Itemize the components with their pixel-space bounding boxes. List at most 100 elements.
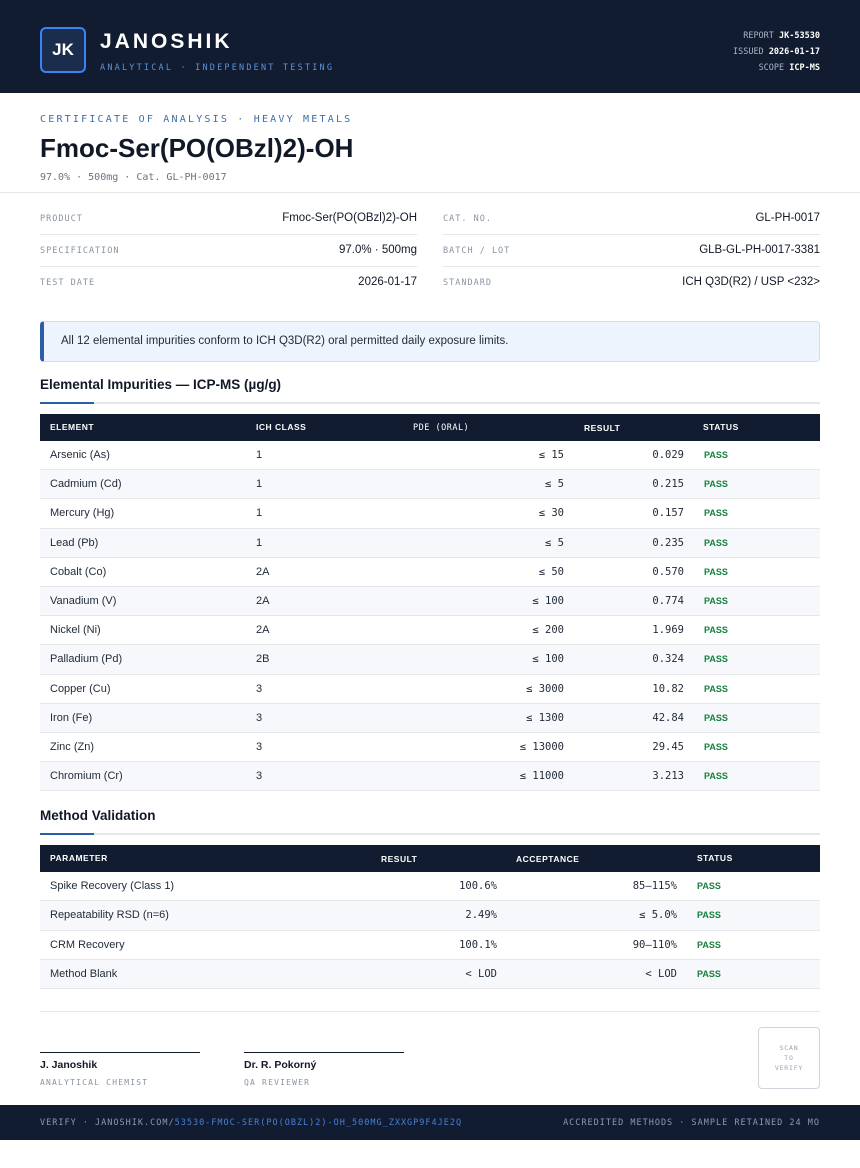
status-badge: PASS xyxy=(704,537,728,548)
result-value: 0.029 xyxy=(652,449,684,461)
validation-result: < LOD xyxy=(465,967,497,980)
info-row: PRODUCT Fmoc-Ser(PO(OBzl)2)-OH xyxy=(40,203,417,235)
scan-text-2: TO xyxy=(784,1054,794,1062)
status-badge: PASS xyxy=(697,939,721,950)
impurities-section-title: Elemental Impurities — ICP-MS (µg/g) xyxy=(40,377,282,392)
table-row: Arsenic (As) 1 ≤ 15 0.029 PASS xyxy=(40,441,820,471)
report-meta: REPORT JK-53530 ISSUED 2026-01-17 SCOPE … xyxy=(733,28,820,76)
col-ich-class: ICH CLASS xyxy=(256,422,307,432)
result-value: 10.82 xyxy=(652,682,684,695)
col-val-result: RESULT xyxy=(381,854,418,864)
ich-class: 3 xyxy=(256,711,263,724)
info-value: Fmoc-Ser(PO(OBzl)2)-OH xyxy=(282,212,417,224)
section-accent xyxy=(40,833,94,835)
conformance-notice: All 12 elemental impurities conform to I… xyxy=(40,321,820,362)
table-row: Vanadium (V) 2A ≤ 100 0.774 PASS xyxy=(40,587,820,617)
element-name: Cobalt (Co) xyxy=(50,565,107,578)
result-value: 1.969 xyxy=(652,624,684,637)
verify-hash[interactable]: 53530-FMOC-SER(PO(OBZL)2)-OH_500MG_ZXXGP… xyxy=(174,1118,463,1128)
pde-limit: ≤ 100 xyxy=(532,595,564,607)
status-badge: PASS xyxy=(704,625,728,636)
result-value: 42.84 xyxy=(652,711,684,724)
page-title: Fmoc-Ser(PO(OBzl)2)-OH xyxy=(40,133,354,163)
ich-class: 1 xyxy=(256,449,263,461)
ich-class: 1 xyxy=(256,478,263,491)
info-row: BATCH / LOT GLB-GL-PH-0017-3381 xyxy=(443,235,820,267)
element-name: Copper (Cu) xyxy=(50,682,111,695)
pde-limit: ≤ 5 xyxy=(545,478,564,491)
element-name: Mercury (Hg) xyxy=(50,507,115,520)
verify-prefix: VERIFY · JANOSHIK.COM/ xyxy=(40,1118,175,1128)
info-value: 2026-01-17 xyxy=(358,276,417,288)
table-row: Mercury (Hg) 1 ≤ 30 0.157 PASS xyxy=(40,499,820,529)
info-label: STANDARD xyxy=(443,278,492,288)
signatory-name-qa: Dr. R. Pokorný xyxy=(244,1059,317,1071)
table-row: Copper (Cu) 3 ≤ 3000 10.82 PASS xyxy=(40,675,820,704)
info-label: SPECIFICATION xyxy=(40,246,120,256)
validation-section-rule xyxy=(40,833,820,835)
pde-limit: ≤ 13000 xyxy=(519,741,564,753)
report-id: JK-53530 xyxy=(779,31,820,41)
validation-section-title: Method Validation xyxy=(40,808,156,823)
result-value: 0.235 xyxy=(652,536,684,549)
report-id-line: REPORT JK-53530 xyxy=(743,31,820,41)
impurities-table-header: ELEMENT ICH CLASS PDE (ORAL) RESULT STAT… xyxy=(40,414,820,441)
validation-result: 2.49% xyxy=(465,909,497,922)
report-footer: VERIFY · JANOSHIK.COM/53530-FMOC-SER(PO(… xyxy=(0,1105,860,1140)
acceptance-range: < LOD xyxy=(645,967,677,980)
table-row: Iron (Fe) 3 ≤ 1300 42.84 PASS xyxy=(40,703,820,733)
verify-link[interactable]: VERIFY · JANOSHIK.COM/53530-FMOC-SER(PO(… xyxy=(40,1118,462,1128)
element-name: Zinc (Zn) xyxy=(50,741,94,753)
result-value: 0.570 xyxy=(652,565,684,578)
certificate-kicker: CERTIFICATE OF ANALYSIS · HEAVY METALS xyxy=(40,114,353,125)
scope-value: ICP-MS xyxy=(789,63,820,73)
info-row: STANDARD ICH Q3D(R2) / USP <232> xyxy=(443,267,820,299)
table-row: Cadmium (Cd) 1 ≤ 5 0.215 PASS xyxy=(40,470,820,500)
acceptance-range: 85–115% xyxy=(632,880,677,892)
status-badge: PASS xyxy=(697,968,721,979)
scan-text-3: VERIFY xyxy=(774,1064,804,1072)
table-row: Nickel (Ni) 2A ≤ 200 1.969 PASS xyxy=(40,616,820,646)
table-row: Zinc (Zn) 3 ≤ 13000 29.45 PASS xyxy=(40,733,820,763)
element-name: Chromium (Cr) xyxy=(50,770,123,783)
result-value: 0.215 xyxy=(652,478,684,491)
ich-class: 3 xyxy=(256,741,263,753)
product-subline: 97.0% · 500mg · Cat. GL-PH-0017 xyxy=(40,172,227,183)
status-badge: PASS xyxy=(704,742,728,752)
info-label: PRODUCT xyxy=(40,214,83,224)
col-status: STATUS xyxy=(703,422,739,432)
result-value: 0.774 xyxy=(652,595,684,607)
ich-class: 1 xyxy=(256,507,263,520)
ich-class: 2A xyxy=(256,624,270,637)
validation-result: 100.1% xyxy=(459,938,497,951)
pde-limit: ≤ 200 xyxy=(532,624,564,637)
brand-logo: JK xyxy=(40,27,86,73)
element-name: Palladium (Pd) xyxy=(50,653,123,666)
col-result: RESULT xyxy=(584,423,621,433)
info-label: TEST DATE xyxy=(40,278,96,288)
info-row: CAT. NO. GL-PH-0017 xyxy=(443,203,820,235)
status-badge: PASS xyxy=(704,771,728,782)
pde-limit: ≤ 30 xyxy=(538,507,564,520)
scan-to-verify-qr[interactable]: SCAN TO VERIFY xyxy=(758,1027,820,1089)
table-row: Repeatability RSD (n=6) 2.49% ≤ 5.0% PASS xyxy=(40,901,820,931)
issued-line: ISSUED 2026-01-17 xyxy=(732,47,820,57)
signatory-name-chemist: J. Janoshik xyxy=(40,1059,98,1071)
info-row: SPECIFICATION 97.0% · 500mg xyxy=(40,235,417,267)
table-row: Spike Recovery (Class 1) 100.6% 85–115% PAS… xyxy=(40,872,820,902)
scope-line: SCOPE ICP-MS xyxy=(758,63,820,73)
brand-tagline: ANALYTICAL · INDEPENDENT TESTING xyxy=(100,63,335,73)
status-badge: PASS xyxy=(704,479,728,490)
info-value: 97.0% · 500mg xyxy=(339,244,417,256)
pde-limit: ≤ 15 xyxy=(538,449,564,461)
ich-class: 1 xyxy=(256,536,263,549)
element-name: Vanadium (V) xyxy=(50,595,117,607)
table-row: Method Blank < LOD < LOD PASS xyxy=(40,959,820,990)
ich-class: 2B xyxy=(256,653,270,666)
info-row: TEST DATE 2026-01-17 xyxy=(40,267,417,299)
signature-line-chemist xyxy=(40,1052,200,1053)
col-pde: PDE (ORAL) xyxy=(413,423,470,433)
info-value: ICH Q3D(R2) / USP <232> xyxy=(682,276,820,288)
acceptance-range: 90–110% xyxy=(632,938,677,951)
status-badge: PASS xyxy=(704,508,728,519)
